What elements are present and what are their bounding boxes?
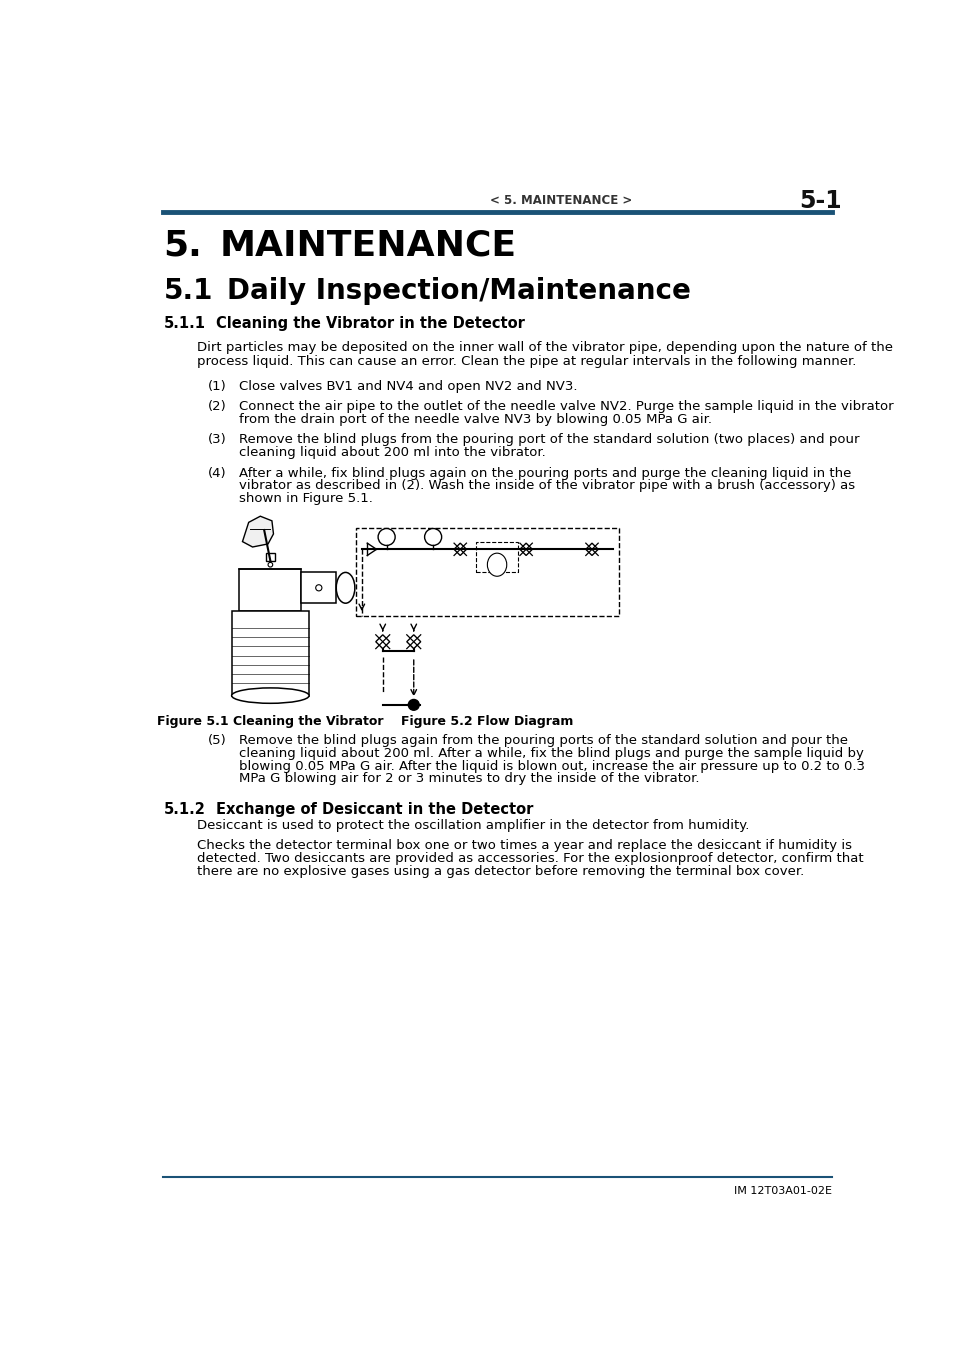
Ellipse shape [232,688,309,703]
Text: IM 12T03A01-02E: IM 12T03A01-02E [734,1187,831,1196]
Bar [355,528,618,617]
Bar [232,612,309,695]
Text: MAINTENANCE: MAINTENANCE [219,228,516,262]
Text: from the drain port of the needle valve NV3 by blowing 0.05 MPa G air.: from the drain port of the needle valve … [239,413,712,427]
Polygon shape [375,634,390,648]
Text: (3): (3) [208,433,227,447]
Text: detected. Two desiccants are provided as accessories. For the explosionproof det: detected. Two desiccants are provided as… [196,852,862,865]
Text: vibrator as described in (2). Wash the inside of the vibrator pipe with a brush : vibrator as described in (2). Wash the i… [239,479,855,493]
Text: After a while, fix blind plugs again on the pouring ports and purge the cleaning: After a while, fix blind plugs again on … [239,467,851,479]
Text: there are no explosive gases using a gas detector before removing the terminal b: there are no explosive gases using a gas… [196,864,803,878]
Text: Close valves BV1 and NV4 and open NV2 and NV3.: Close valves BV1 and NV4 and open NV2 an… [239,379,578,393]
Text: Figure 5.1 Cleaning the Vibrator: Figure 5.1 Cleaning the Vibrator [157,716,383,728]
Text: Remove the blind plugs again from the pouring ports of the standard solution and: Remove the blind plugs again from the po… [239,734,847,747]
Polygon shape [242,516,274,547]
Text: shown in Figure 5.1.: shown in Figure 5.1. [239,491,373,505]
Text: (1): (1) [208,379,227,393]
Text: 5-1: 5-1 [799,189,841,212]
Polygon shape [585,543,598,555]
Circle shape [268,563,273,567]
Text: blowing 0.05 MPa G air. After the liquid is blown out, increase the air pressure: blowing 0.05 MPa G air. After the liquid… [239,760,864,772]
Text: Dirt particles may be deposited on the inner wall of the vibrator pipe, dependin: Dirt particles may be deposited on the i… [196,342,892,355]
Text: Remove the blind plugs from the pouring port of the standard solution (two place: Remove the blind plugs from the pouring … [239,433,859,447]
Text: Connect the air pipe to the outlet of the needle valve NV2. Purge the sample liq: Connect the air pipe to the outlet of th… [239,401,893,413]
Polygon shape [454,543,466,555]
Text: Checks the detector terminal box one or two times a year and replace the desicca: Checks the detector terminal box one or … [196,840,851,852]
Text: 5.: 5. [163,228,202,262]
Circle shape [377,528,395,545]
Circle shape [315,585,321,591]
Text: 5.1.1: 5.1.1 [163,316,205,331]
Polygon shape [406,634,420,648]
Circle shape [424,528,441,545]
Text: cleaning liquid about 200 ml into the vibrator.: cleaning liquid about 200 ml into the vi… [239,446,545,459]
Text: cleaning liquid about 200 ml. After a while, fix the blind plugs and purge the s: cleaning liquid about 200 ml. After a wh… [239,747,863,760]
Text: 5.1.2: 5.1.2 [163,802,205,817]
Text: (4): (4) [208,467,227,479]
Text: 5.1: 5.1 [163,277,213,305]
Text: < 5. MAINTENANCE >: < 5. MAINTENANCE > [489,194,632,207]
Bar [239,568,301,612]
Text: Cleaning the Vibrator in the Detector: Cleaning the Vibrator in the Detector [216,316,524,331]
Bar [266,554,274,560]
Ellipse shape [335,572,355,603]
Text: Figure 5.2 Flow Diagram: Figure 5.2 Flow Diagram [401,716,573,728]
Text: Daily Inspection/Maintenance: Daily Inspection/Maintenance [227,277,690,305]
Bar [301,572,335,603]
Text: Exchange of Desiccant in the Detector: Exchange of Desiccant in the Detector [216,802,533,817]
Circle shape [408,699,418,710]
Ellipse shape [487,554,506,576]
Text: (5): (5) [208,734,227,747]
Text: process liquid. This can cause an error. Clean the pipe at regular intervals in : process liquid. This can cause an error.… [196,355,855,367]
Bar [476,541,517,572]
Polygon shape [519,543,532,555]
Text: MPa G blowing air for 2 or 3 minutes to dry the inside of the vibrator.: MPa G blowing air for 2 or 3 minutes to … [239,772,700,786]
Text: (2): (2) [208,401,227,413]
Text: Desiccant is used to protect the oscillation amplifier in the detector from humi: Desiccant is used to protect the oscilla… [196,819,748,832]
